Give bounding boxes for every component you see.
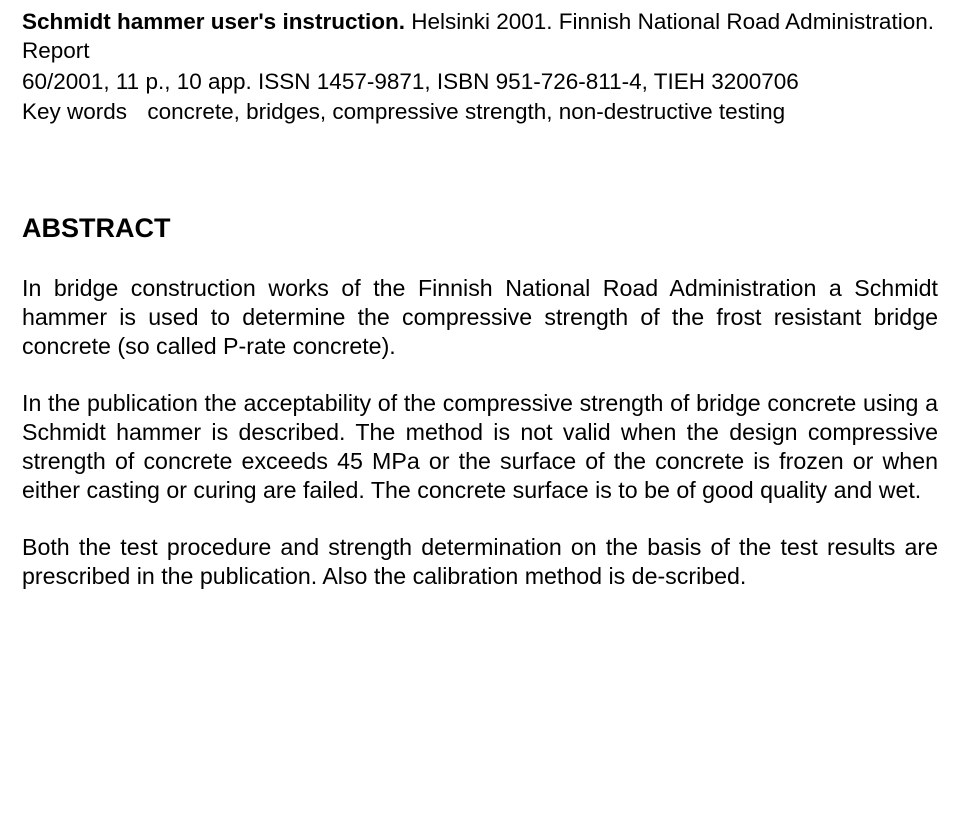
document-title: Schmidt hammer user's instruction. (22, 9, 405, 34)
abstract-heading: ABSTRACT (22, 213, 938, 244)
keywords-line: Key words concrete, bridges, compressive… (22, 98, 938, 127)
abstract-paragraph-1: In bridge construction works of the Finn… (22, 274, 938, 361)
keywords-label: Key words (22, 99, 127, 124)
document-page: Schmidt hammer user's instruction. Helsi… (0, 0, 960, 591)
abstract-paragraph-3: Both the test procedure and strength det… (22, 533, 938, 591)
abstract-paragraph-2: In the publication the acceptability of … (22, 389, 938, 505)
citation-line-1: Schmidt hammer user's instruction. Helsi… (22, 8, 938, 66)
citation-line-2: 60/2001, 11 p., 10 app. ISSN 1457-9871, … (22, 68, 938, 97)
keywords-values: concrete, bridges, compressive strength,… (147, 99, 785, 124)
